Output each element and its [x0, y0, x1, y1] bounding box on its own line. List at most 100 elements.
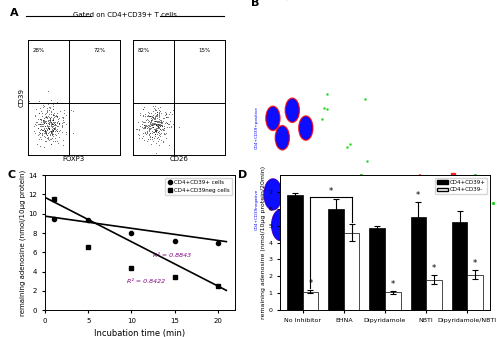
Point [154, 128, 162, 134]
Point [156, 123, 164, 128]
Point [151, 104, 159, 109]
Point [158, 123, 166, 128]
Point [39, 117, 47, 122]
Point [156, 119, 164, 125]
Point [148, 135, 156, 140]
Point [49, 123, 57, 129]
Point [148, 117, 156, 122]
Point [48, 135, 56, 141]
Point [163, 124, 171, 130]
Bar [452, 222, 468, 310]
Point [45, 125, 53, 131]
Point [31, 122, 39, 127]
Point [62, 121, 70, 127]
Point [60, 115, 68, 121]
Point [50, 120, 58, 125]
Point [48, 130, 56, 136]
Point [24, 117, 32, 122]
Bar [468, 275, 483, 310]
Point [59, 142, 67, 148]
Point [36, 123, 44, 128]
Point [35, 110, 43, 116]
Point [46, 118, 54, 123]
Point [38, 121, 46, 127]
Point [50, 112, 58, 118]
Point [36, 130, 44, 136]
Point [54, 117, 62, 122]
Point [44, 126, 52, 131]
Point [40, 128, 48, 133]
Point [39, 120, 47, 125]
Point [42, 114, 50, 119]
Point [50, 128, 58, 133]
Point [162, 114, 170, 119]
Point [144, 113, 152, 118]
Point [164, 114, 172, 119]
Point [154, 129, 162, 134]
Point [155, 142, 163, 148]
Point [152, 127, 160, 132]
Point [47, 129, 55, 134]
Point [138, 121, 145, 127]
Ellipse shape [300, 192, 317, 223]
Point [147, 118, 155, 124]
Point [65, 106, 73, 112]
Point [166, 142, 173, 148]
Point [54, 128, 62, 133]
Point [54, 110, 62, 116]
Point [32, 122, 40, 128]
Point [146, 127, 154, 132]
Point [34, 125, 42, 130]
Point [152, 118, 160, 123]
Point [160, 124, 168, 129]
Point [39, 105, 47, 110]
Point [154, 124, 162, 130]
Point [46, 125, 54, 130]
Point [143, 130, 151, 135]
Point [154, 124, 162, 129]
Point [130, 114, 138, 119]
Point [146, 129, 154, 134]
Text: 72%: 72% [94, 48, 106, 53]
Point [150, 115, 158, 121]
Point [46, 132, 54, 137]
Point [42, 109, 50, 114]
Point [148, 121, 156, 127]
Point [152, 129, 160, 134]
Point [40, 126, 48, 131]
Point [53, 124, 61, 129]
Ellipse shape [276, 126, 289, 149]
Point [40, 128, 48, 134]
Point [139, 106, 147, 112]
Point [154, 123, 162, 128]
Point [48, 133, 56, 138]
Point [146, 132, 154, 137]
Point [54, 121, 62, 127]
Point [148, 135, 156, 140]
Point [45, 104, 53, 110]
Ellipse shape [264, 179, 281, 210]
Point [142, 123, 150, 128]
Point [55, 120, 63, 125]
Point [36, 122, 44, 127]
Point [44, 126, 52, 132]
Point [39, 102, 47, 108]
Text: B: B [251, 0, 259, 8]
Point [148, 121, 156, 127]
Point [30, 113, 38, 118]
Point [134, 132, 142, 137]
Point [140, 123, 148, 128]
Point [169, 121, 177, 127]
Point [152, 132, 160, 137]
Point [140, 112, 147, 117]
Point [141, 124, 149, 130]
Point [156, 120, 164, 125]
Point [37, 126, 45, 132]
Point [25, 98, 33, 103]
Point [148, 129, 156, 134]
Point [138, 126, 146, 131]
Point [150, 108, 158, 113]
Point [133, 126, 141, 131]
Point [157, 137, 165, 143]
Bar [328, 209, 344, 310]
